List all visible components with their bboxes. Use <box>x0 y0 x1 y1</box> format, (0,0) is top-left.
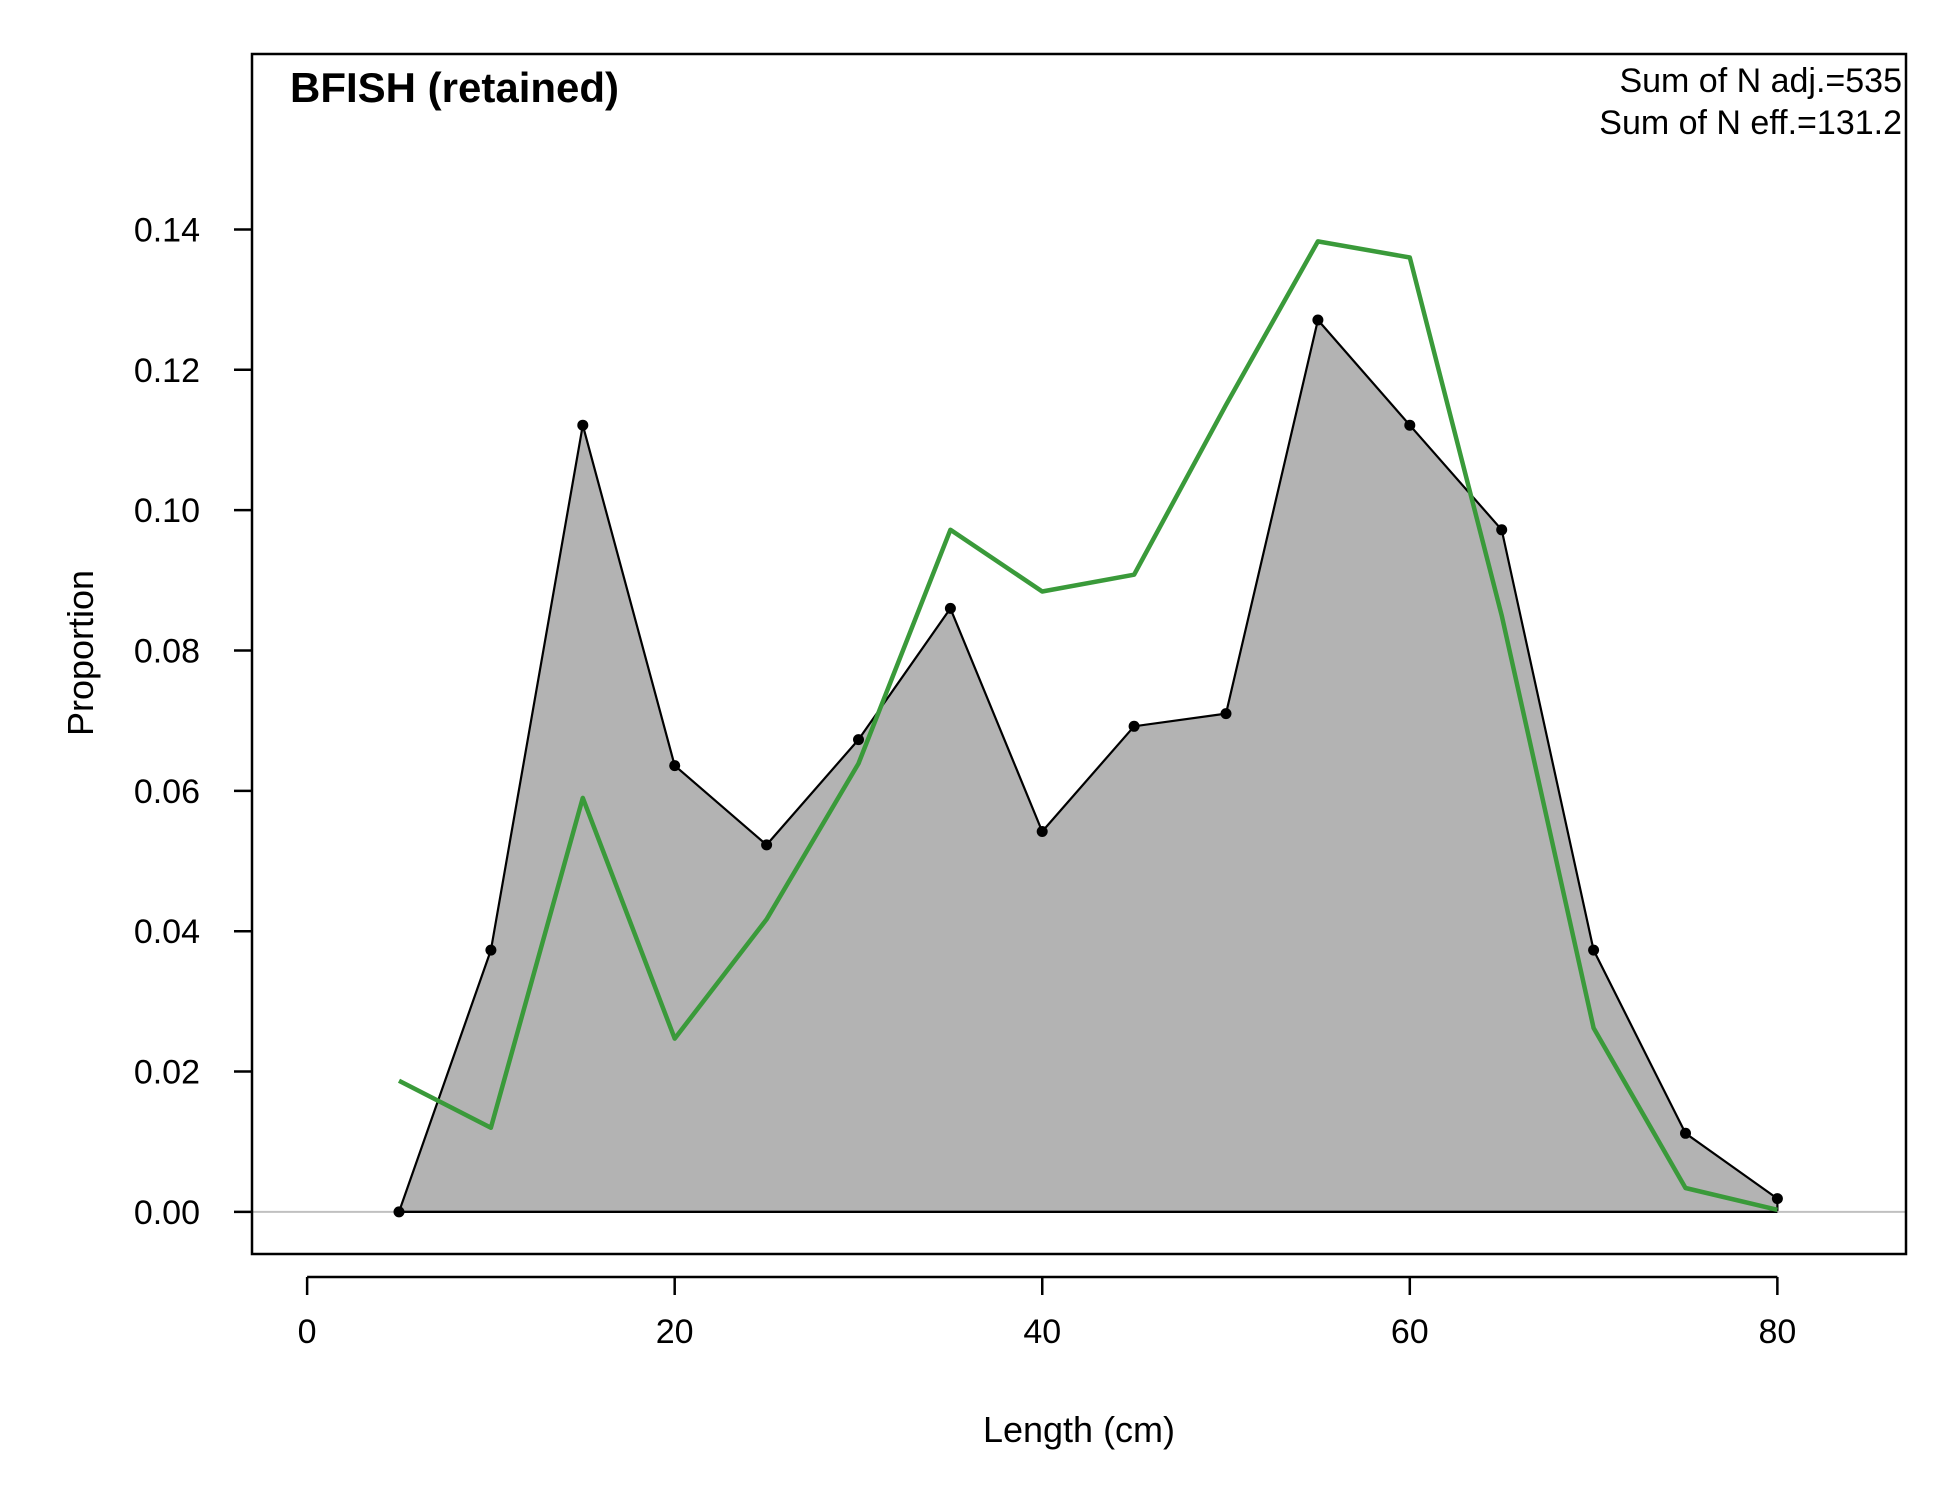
observed-point <box>1588 944 1600 956</box>
observed-point <box>1680 1127 1691 1139</box>
observed-point <box>1036 826 1048 837</box>
observed-point <box>669 760 681 772</box>
observed-point <box>393 1206 405 1218</box>
annotation-n-adj: Sum of N adj.=535 <box>1619 62 1902 100</box>
expected-line <box>397 239 1778 1212</box>
y-tick-label: 0.00 <box>134 1194 200 1232</box>
annotation-n-eff: Sum of N eff.=131.2 <box>1599 104 1902 142</box>
observed-point <box>1220 708 1232 720</box>
x-axis-title: Length (cm) <box>983 1409 1175 1450</box>
y-tick-label: 0.02 <box>134 1054 200 1092</box>
y-tick-label: 0.04 <box>134 913 200 951</box>
x-tick-label: 0 <box>298 1313 317 1351</box>
series-layer <box>252 239 1906 1218</box>
x-tick-label: 80 <box>1758 1313 1796 1351</box>
observed-point <box>1496 524 1508 536</box>
x-tick-label: 60 <box>1391 1313 1429 1351</box>
observed-point <box>485 944 497 956</box>
observed-point <box>1312 314 1324 326</box>
y-tick-label: 0.08 <box>134 632 200 670</box>
observed-point <box>761 839 773 851</box>
observed-point <box>1771 1193 1783 1205</box>
y-tick-label: 0.12 <box>134 352 200 390</box>
observed-point <box>577 419 589 431</box>
y-tick-label: 0.06 <box>134 773 200 811</box>
observed-point <box>944 602 956 614</box>
observed-point <box>1128 720 1140 732</box>
x-tick-label: 40 <box>1023 1313 1061 1351</box>
chart-title: BFISH (retained) <box>290 64 619 111</box>
y-tick-label: 0.10 <box>134 492 200 530</box>
axis-layer: 0 20 40 60 80 0.00 0.02 0.04 0.06 0.08 0.10 0.12 0.1… <box>134 211 1796 1351</box>
x-tick-label: 20 <box>656 1313 694 1351</box>
y-tick-label: 0.14 <box>134 211 200 249</box>
observed-point <box>853 734 864 746</box>
observed-area <box>397 318 1779 1214</box>
observed-point <box>1404 419 1416 431</box>
y-axis-title: Proportion <box>60 570 101 736</box>
plot-frame <box>250 52 1908 1256</box>
